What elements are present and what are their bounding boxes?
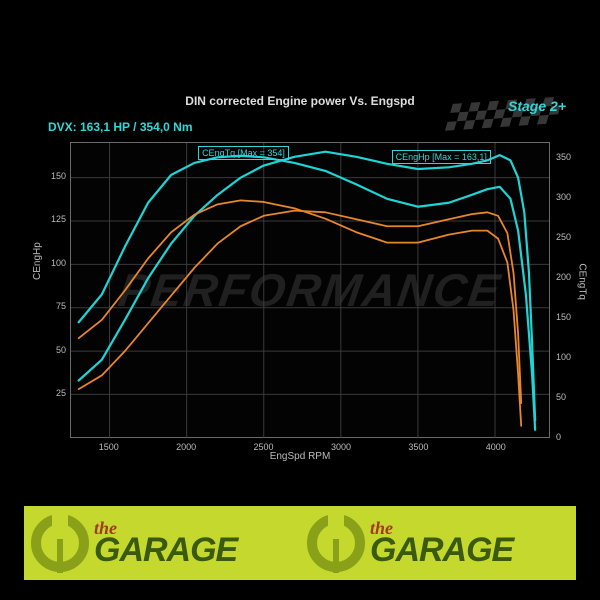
y-right-tick: 300 [556, 192, 571, 202]
x-tick: 4000 [484, 442, 508, 452]
x-tick: 3500 [406, 442, 430, 452]
stage-badge: Stage 2+ [508, 98, 566, 114]
series-annotation: CEngHp [Max = 163,1] [392, 152, 491, 162]
y-right-axis-label: CEngTq [577, 263, 588, 300]
x-tick: 2500 [252, 442, 276, 452]
y-right-tick: 350 [556, 152, 571, 162]
brand-banner-left: the GARAGE [24, 506, 300, 580]
y-left-tick: 150 [51, 171, 66, 181]
y-right-tick: 50 [556, 392, 566, 402]
y-right-tick: 150 [556, 312, 571, 322]
wrench-icon [30, 513, 90, 573]
y-right-tick: 200 [556, 272, 571, 282]
y-right-tick: 0 [556, 432, 561, 442]
y-left-tick: 25 [56, 388, 66, 398]
x-tick: 2000 [174, 442, 198, 452]
y-left-tick: 125 [51, 214, 66, 224]
chart-svg [71, 143, 549, 438]
y-right-tick: 250 [556, 232, 571, 242]
series-annotation: CEngTq [Max = 354] [198, 148, 289, 158]
brand-text: the GARAGE [370, 521, 513, 565]
brand-banner-right: the GARAGE [300, 506, 576, 580]
x-tick: 3000 [329, 442, 353, 452]
wrench-icon [306, 513, 366, 573]
x-axis-label: EngSpd RPM [0, 451, 600, 462]
brand-text: the GARAGE [94, 521, 237, 565]
dvx-readout: DVX: 163,1 HP / 354,0 Nm [48, 120, 193, 134]
dyno-chart-card: DIN corrected Engine power Vs. Engspd St… [0, 0, 600, 600]
x-tick: 1500 [97, 442, 121, 452]
y-right-tick: 100 [556, 352, 571, 362]
chart-plot-area: PERFORMANCE [70, 142, 550, 438]
y-left-tick: 100 [51, 258, 66, 268]
y-left-axis-label: CEngHp [32, 242, 43, 280]
brand-banner: the GARAGE the GARAGE [24, 506, 576, 580]
y-left-tick: 75 [56, 301, 66, 311]
y-left-tick: 50 [56, 345, 66, 355]
